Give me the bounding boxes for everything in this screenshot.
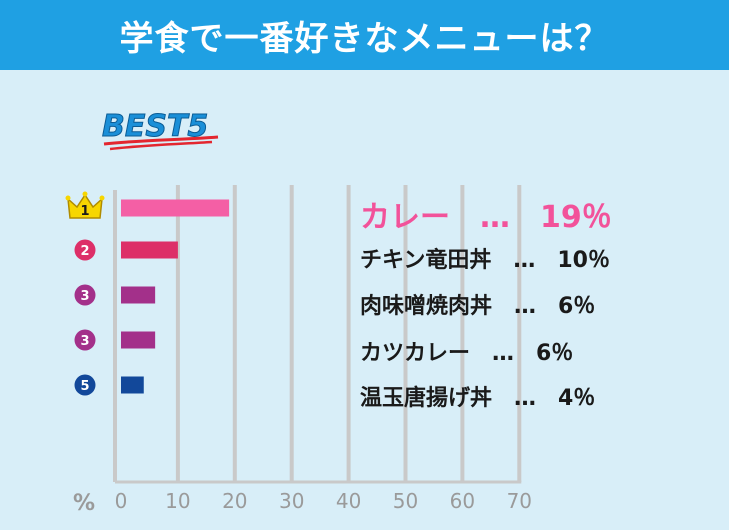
best5-badge: BEST5	[102, 109, 219, 151]
item-label: カツカレー … 6％	[360, 341, 574, 366]
x-tick-label: 10	[165, 489, 190, 513]
x-tick-label: 0	[115, 489, 128, 513]
x-tick-label: 20	[222, 489, 247, 513]
x-tick-label: 40	[336, 489, 361, 513]
rank-circle	[74, 374, 96, 396]
bar	[121, 331, 156, 349]
rank-circle	[74, 284, 96, 306]
rank-circle	[74, 329, 96, 351]
x-unit-label: %	[73, 491, 95, 516]
rank-number: 5	[80, 379, 89, 394]
badge-underline-2	[109, 140, 213, 151]
grid-lines	[113, 185, 522, 484]
rank-markers: 1 2 3 3 5	[65, 191, 105, 396]
x-tick-label: 60	[450, 489, 475, 513]
rank-number: 3	[80, 289, 89, 304]
badge-underline	[103, 135, 219, 146]
bar	[121, 199, 230, 217]
item-label: チキン竜田丼 … 10％	[360, 248, 610, 273]
rank-circle	[74, 239, 96, 261]
page-title: 学食で一番好きなメニューは？	[119, 18, 610, 59]
rank-number: 2	[80, 244, 89, 259]
header-bar: 学食で一番好きなメニューは？	[0, 0, 729, 70]
bar	[121, 376, 144, 394]
item-label: カレー … 19％	[360, 200, 612, 235]
bars	[121, 199, 230, 394]
item-label: 肉味噌焼肉丼 … 6％	[360, 294, 596, 319]
x-tick-label: 50	[393, 489, 418, 513]
x-axis-ticks: 0 10 20 30 40 50 60 70%	[73, 489, 532, 516]
rank-number: 1	[80, 204, 89, 219]
bar	[121, 286, 156, 304]
item-label: 温玉唐揚げ丼 … 4％	[360, 386, 596, 411]
rank-number: 3	[80, 334, 89, 349]
bar	[121, 241, 178, 259]
x-tick-label: 30	[279, 489, 304, 513]
x-tick-label: 70	[507, 489, 532, 513]
crown-icon: 1	[65, 191, 105, 219]
